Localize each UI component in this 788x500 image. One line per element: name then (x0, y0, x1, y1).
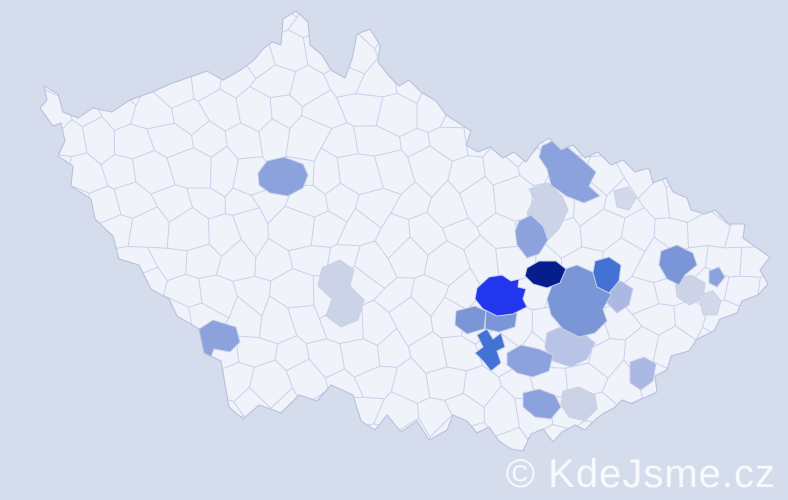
map-region-region-15[interactable] (474, 328, 506, 372)
map-region-region-09[interactable] (474, 274, 528, 317)
map-region-region-01[interactable] (257, 156, 309, 197)
map-region-region-07[interactable] (613, 186, 637, 211)
map-region-region-16[interactable] (506, 344, 554, 378)
map-region-region-10[interactable] (454, 305, 487, 335)
map-region-region-21[interactable] (658, 244, 698, 286)
map-region-region-13[interactable] (592, 256, 622, 294)
map-region-region-03[interactable] (317, 259, 365, 328)
map-region-region-08[interactable] (524, 260, 567, 289)
map-region-region-24[interactable] (698, 290, 722, 316)
map-region-region-06[interactable] (514, 214, 549, 259)
map-region-region-22[interactable] (708, 266, 726, 288)
map-region-region-20[interactable] (629, 356, 657, 391)
country-outline-stroke (39, 10, 771, 452)
map-region-region-04[interactable] (538, 138, 601, 204)
map-region-region-18[interactable] (522, 388, 562, 420)
map-region-region-19[interactable] (560, 386, 598, 422)
country-outline (39, 10, 771, 452)
